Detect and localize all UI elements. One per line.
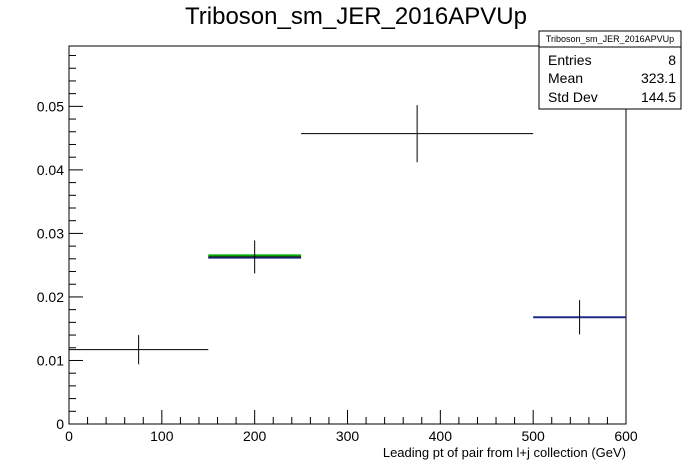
stats-box: Triboson_sm_JER_2016APVUp Entries 8 Mean…: [538, 30, 682, 110]
x-axis-label: Leading pt of pair from l+j collection (…: [383, 445, 626, 460]
y-tick-label: 0.03: [37, 225, 64, 241]
y-tick-label: 0.05: [37, 98, 64, 114]
stats-stddev-label: Std Dev: [548, 89, 598, 105]
chart-title: Triboson_sm_JER_2016APVUp: [185, 3, 527, 30]
x-tick-label: 0: [65, 428, 73, 444]
y-tick-label: 0.01: [37, 352, 64, 368]
stats-mean-label: Mean: [548, 70, 583, 86]
data-points: [69, 105, 626, 365]
x-tick-label: 100: [150, 428, 174, 444]
y-tick-label: 0.04: [37, 162, 64, 178]
stats-entries-label: Entries: [548, 52, 592, 68]
x-tick-label: 300: [336, 428, 360, 444]
x-tick-label: 200: [243, 428, 267, 444]
x-tick-label: 400: [429, 428, 453, 444]
x-axis: 0 100 200 300 400 500 600: [65, 410, 638, 444]
x-tick-label: 500: [521, 428, 545, 444]
y-tick-label: 0.02: [37, 289, 64, 305]
x-tick-label: 600: [614, 428, 638, 444]
stats-stddev-value: 144.5: [641, 89, 676, 105]
stats-mean-value: 323.1: [641, 70, 676, 86]
y-tick-label: 0: [56, 416, 64, 432]
stats-entries-value: 8: [668, 52, 676, 68]
y-axis: 0 0.01 0.02 0.03 0.04 0.05: [37, 55, 83, 432]
stats-box-title: Triboson_sm_JER_2016APVUp: [546, 34, 674, 44]
